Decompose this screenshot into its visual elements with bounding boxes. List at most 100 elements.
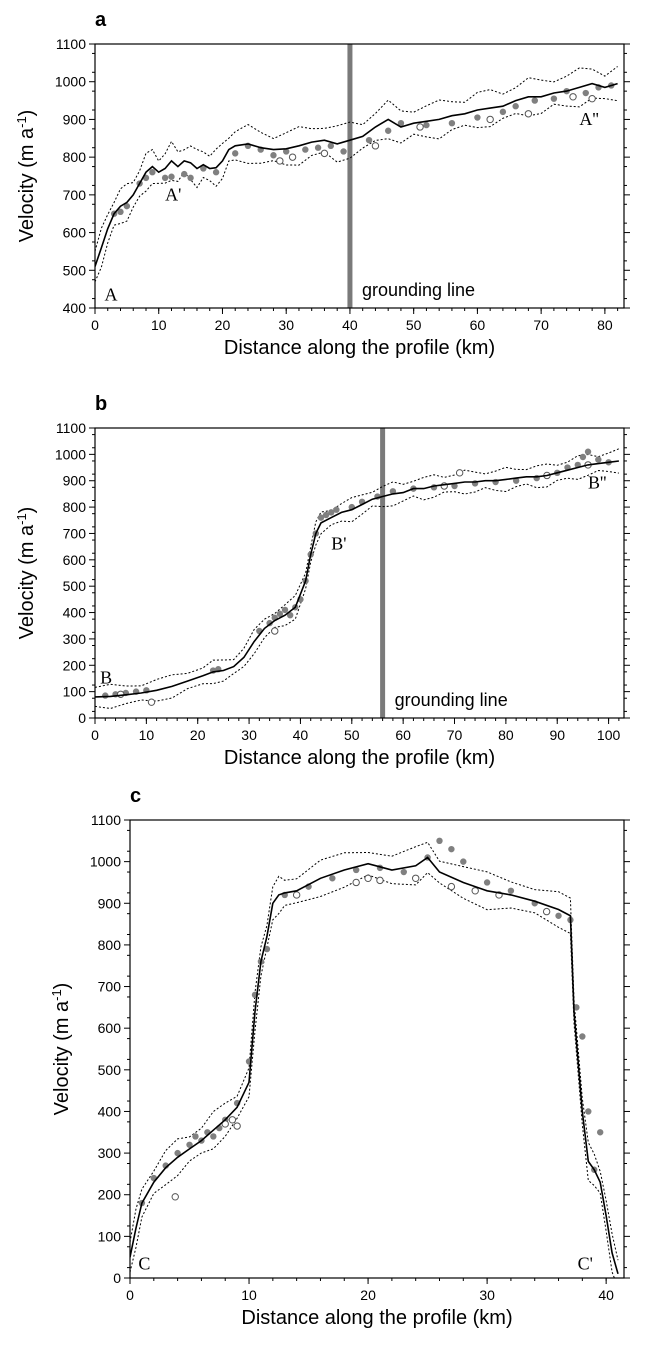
observed-point-open — [292, 891, 301, 899]
observed-point-open — [233, 1122, 241, 1130]
observed-point-filled — [192, 1133, 199, 1140]
y-tick-label: 1000 — [55, 74, 86, 90]
profile-point-label: B'' — [588, 473, 607, 493]
chart-panel-a: a 400 500 600 700 800 900 1000 1100 0 10 20 30 40 50 60… — [14, 9, 630, 359]
observed-point-filled — [474, 114, 481, 121]
observed-point-filled — [579, 1033, 586, 1040]
chart-panel-c: c 0 100 200 300 400 500 600 700 800 900 1000 1100 0 10… — [49, 785, 630, 1329]
observed-point-open — [455, 469, 464, 477]
y-tick-label: 300 — [98, 1145, 122, 1161]
x-tick-label: 40 — [293, 727, 309, 743]
observed-point-filled — [550, 95, 558, 102]
y-tick-label: 500 — [63, 262, 87, 278]
observed-point-filled — [276, 610, 284, 618]
y-tick-label: 0 — [78, 710, 86, 726]
observed-point-open — [171, 1193, 179, 1201]
observed-point-filled — [595, 456, 602, 463]
y-axis-label: Velocity (m a-1) — [49, 983, 74, 1116]
y-tick-label: 100 — [63, 684, 87, 700]
observed-point-filled — [436, 837, 443, 845]
profile-point-label: B — [100, 668, 112, 688]
observed-point-open — [486, 115, 494, 124]
x-tick-label: 70 — [447, 727, 463, 743]
observed-point-filled — [460, 858, 467, 865]
observed-point-open — [352, 878, 360, 887]
y-tick-label: 900 — [63, 473, 87, 489]
x-axis-label: Distance along the profile (km) — [241, 1307, 512, 1329]
observed-point-open — [411, 874, 420, 882]
x-tick-label: 0 — [91, 727, 99, 743]
observed-point-filled — [283, 148, 290, 155]
observed-point-open — [471, 887, 479, 895]
observed-point-filled — [596, 1129, 604, 1136]
x-tick-label: 30 — [241, 727, 257, 743]
observed-point-filled — [507, 887, 515, 894]
observed-point-filled — [499, 108, 507, 116]
observed-point-filled — [582, 89, 589, 97]
observed-point-open — [271, 627, 279, 635]
x-tick-label: 50 — [406, 317, 422, 333]
profile-point-label: B' — [331, 533, 346, 553]
plot-frame — [94, 43, 625, 309]
observed-point-open — [364, 874, 372, 882]
lower-envelope-line — [95, 97, 618, 282]
upper-envelope-line — [130, 841, 619, 1261]
observed-point-filled — [448, 120, 456, 127]
y-tick-label: 400 — [63, 605, 87, 621]
observed-point-filled — [270, 152, 277, 159]
y-tick-label: 1100 — [56, 420, 86, 436]
observed-point-filled — [181, 170, 188, 178]
observed-point-filled — [483, 879, 491, 886]
observed-point-filled — [314, 144, 322, 151]
model-velocity-line — [95, 460, 620, 698]
observed-point-filled — [117, 208, 124, 216]
y-tick-label: 1100 — [56, 36, 86, 52]
chart-panel-b: b 0 100 200 300 400 500 600 700 800 900 1000 1100 0 10… — [14, 393, 630, 769]
observed-point-open — [320, 149, 329, 158]
y-axis-label: Velocity (m a-1) — [14, 507, 39, 640]
y-tick-label: 200 — [98, 1187, 122, 1203]
observed-point-filled — [365, 136, 373, 144]
x-tick-label: 10 — [151, 317, 167, 333]
y-tick-label: 1000 — [90, 854, 121, 870]
lower-envelope-line — [130, 871, 615, 1278]
y-tick-label: 800 — [63, 499, 87, 515]
x-tick-label: 80 — [498, 727, 514, 743]
observed-point-open — [228, 1116, 237, 1124]
observed-point-filled — [281, 606, 289, 614]
observed-point-filled — [317, 514, 325, 521]
observed-point-filled — [232, 150, 239, 157]
x-axis-label: Distance along the profile (km) — [224, 747, 495, 769]
x-tick-label: 80 — [597, 317, 613, 333]
observed-point-open — [447, 882, 456, 891]
profile-point-label: A' — [165, 185, 181, 205]
y-tick-label: 800 — [63, 149, 87, 165]
observed-point-filled — [266, 619, 273, 627]
observed-point-filled — [200, 165, 207, 172]
observed-point-open — [376, 876, 384, 885]
y-tick-label: 600 — [63, 552, 87, 568]
observed-point-filled — [340, 148, 347, 155]
observed-point-open — [524, 110, 533, 118]
observed-point-filled — [149, 169, 156, 176]
observed-point-filled — [573, 1004, 580, 1011]
x-tick-label: 30 — [278, 317, 294, 333]
y-tick-label: 600 — [98, 1020, 122, 1036]
observed-point-open — [371, 142, 380, 150]
observed-point-filled — [352, 866, 360, 874]
observed-point-filled — [555, 912, 562, 919]
y-tick-label: 100 — [98, 1228, 122, 1244]
observed-point-filled — [400, 868, 407, 876]
x-tick-label: 0 — [91, 317, 99, 333]
upper-envelope-line — [95, 448, 620, 688]
x-tick-label: 40 — [342, 317, 358, 333]
observed-point-filled — [302, 146, 309, 153]
y-tick-label: 900 — [98, 895, 122, 911]
observed-point-filled — [329, 875, 336, 882]
y-tick-label: 1000 — [55, 446, 86, 462]
y-tick-label: 700 — [63, 187, 87, 203]
observed-point-filled — [123, 202, 131, 210]
y-tick-label: 400 — [98, 1103, 122, 1119]
observed-point-filled — [286, 611, 294, 619]
